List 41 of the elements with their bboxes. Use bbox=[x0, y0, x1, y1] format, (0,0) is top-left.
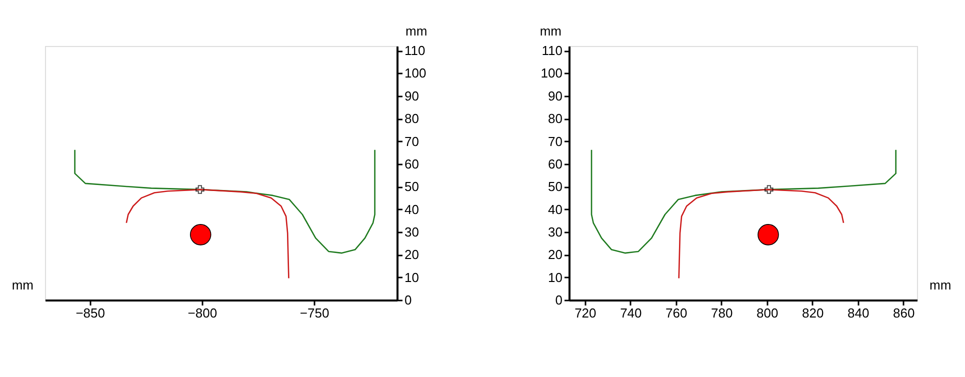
y-tick-label: 30 bbox=[548, 224, 562, 240]
x-tick-label: −800 bbox=[188, 306, 218, 320]
y-tick-label: 50 bbox=[548, 179, 562, 194]
y-tick-label: 20 bbox=[548, 247, 562, 262]
x-tick-label: 820 bbox=[802, 306, 824, 320]
x-axis-title: mm bbox=[12, 278, 34, 292]
x-axis-title: mm bbox=[930, 278, 952, 292]
y-tick-label: 40 bbox=[404, 202, 419, 217]
y-tick-label: 100 bbox=[404, 66, 426, 81]
y-tick-label: 90 bbox=[404, 88, 419, 104]
y-tick-label: 0 bbox=[555, 292, 562, 308]
x-tick-label: 840 bbox=[848, 306, 870, 320]
y-tick-label: 60 bbox=[548, 156, 562, 172]
y-tick-label: 10 bbox=[404, 270, 419, 285]
y-tick-label: 110 bbox=[404, 43, 426, 58]
y-tick-label: 70 bbox=[548, 134, 562, 149]
y-tick-label: 80 bbox=[548, 111, 562, 126]
y-tick-label: 90 bbox=[548, 88, 562, 104]
x-tick-label: 860 bbox=[893, 306, 915, 320]
y-tick-label: 30 bbox=[404, 224, 419, 240]
y-tick-label: 10 bbox=[548, 270, 562, 285]
x-tick-label: −850 bbox=[76, 306, 105, 320]
x-tick-label: 720 bbox=[574, 306, 596, 320]
x-tick-label: −750 bbox=[300, 306, 330, 320]
y-tick-label: 60 bbox=[404, 156, 419, 172]
x-tick-label: 740 bbox=[620, 306, 642, 320]
y-tick-label: 0 bbox=[404, 292, 412, 308]
y-axis-title: mm bbox=[406, 24, 428, 38]
x-tick-label: 760 bbox=[666, 306, 688, 320]
y-tick-label: 50 bbox=[404, 179, 419, 194]
line-series bbox=[590, 149, 896, 254]
x-tick-label: 800 bbox=[756, 306, 778, 320]
y-tick-label: 80 bbox=[404, 111, 419, 126]
y-axis-title: mm bbox=[540, 24, 562, 38]
x-tick-label: 780 bbox=[711, 306, 733, 320]
y-tick-label: 70 bbox=[404, 134, 419, 149]
y-tick-label: 110 bbox=[542, 43, 562, 58]
line-series bbox=[74, 149, 376, 254]
y-tick-label: 20 bbox=[404, 247, 419, 262]
y-tick-label: 40 bbox=[548, 202, 562, 217]
y-tick-label: 100 bbox=[540, 66, 562, 81]
